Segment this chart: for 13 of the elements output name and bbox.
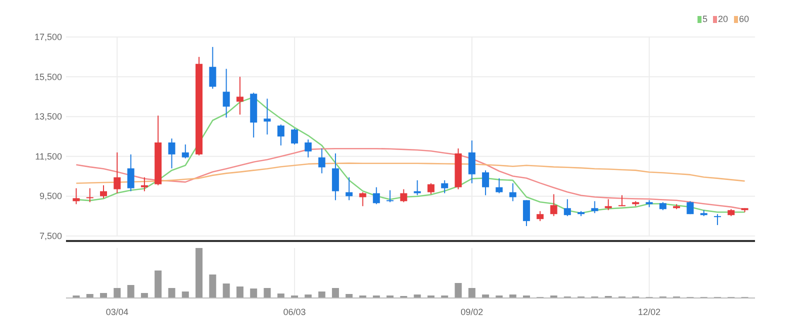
y-tick-label: 17,500: [34, 32, 62, 42]
y-tick-label: 15,500: [34, 72, 62, 82]
x-tick-label: 03/04: [106, 307, 128, 317]
legend-label: 20: [718, 14, 728, 24]
y-tick-label: 7,500: [39, 231, 62, 241]
x-tick-label: 12/02: [638, 307, 661, 317]
y-tick-label: 9,500: [39, 191, 62, 202]
y-tick-label: 11,500: [35, 151, 62, 162]
x-tick-label: 06/03: [283, 307, 306, 317]
x-tick-label: 09/02: [460, 307, 484, 317]
y-tick-label: 13,500: [34, 112, 62, 122]
legend-label: 5: [702, 14, 708, 24]
legend-label: 60: [739, 14, 750, 24]
